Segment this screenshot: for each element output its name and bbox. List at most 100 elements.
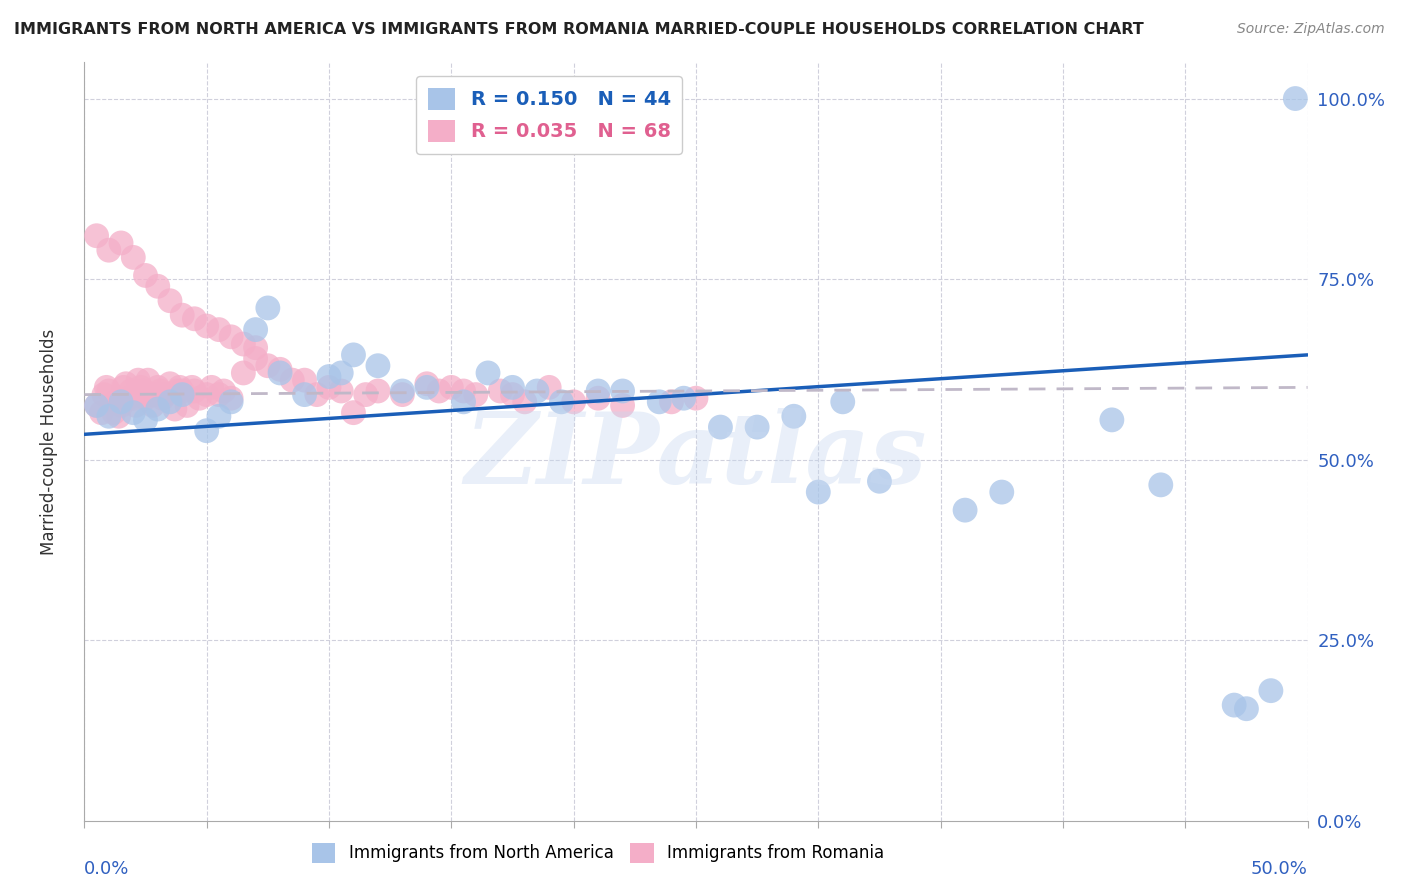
Point	[183, 384, 205, 398]
Point	[661, 394, 683, 409]
Point	[208, 387, 231, 401]
Point	[1223, 698, 1246, 712]
Point	[219, 330, 242, 344]
Point	[139, 387, 162, 401]
Point	[195, 387, 218, 401]
Point	[122, 251, 145, 265]
Point	[200, 380, 222, 394]
Point	[342, 348, 364, 362]
Point	[219, 391, 242, 405]
Point	[342, 406, 364, 420]
Point	[115, 376, 138, 391]
Point	[125, 399, 148, 413]
Point	[97, 243, 120, 257]
Point	[136, 373, 159, 387]
Point	[453, 384, 475, 398]
Point	[318, 380, 340, 394]
Point	[330, 384, 353, 398]
Point	[416, 380, 439, 394]
Point	[110, 399, 132, 413]
Point	[318, 369, 340, 384]
Point	[257, 301, 280, 315]
Point	[1101, 413, 1123, 427]
Point	[709, 420, 731, 434]
Text: IMMIGRANTS FROM NORTH AMERICA VS IMMIGRANTS FROM ROMANIA MARRIED-COUPLE HOUSEHOL: IMMIGRANTS FROM NORTH AMERICA VS IMMIGRA…	[14, 22, 1144, 37]
Point	[129, 380, 152, 394]
Point	[159, 376, 181, 391]
Point	[453, 394, 475, 409]
Point	[122, 391, 145, 405]
Point	[427, 384, 450, 398]
Point	[330, 366, 353, 380]
Point	[127, 373, 149, 387]
Point	[110, 235, 132, 250]
Point	[181, 380, 204, 394]
Point	[146, 380, 169, 394]
Point	[90, 406, 112, 420]
Point	[245, 351, 267, 366]
Point	[135, 268, 157, 283]
Point	[269, 362, 291, 376]
Text: 0.0%: 0.0%	[84, 860, 129, 878]
Point	[117, 391, 139, 405]
Point	[672, 391, 695, 405]
Point	[86, 228, 108, 243]
Point	[172, 384, 194, 398]
Y-axis label: Married-couple Households: Married-couple Households	[39, 328, 58, 555]
Point	[143, 387, 166, 401]
Point	[232, 366, 254, 380]
Point	[648, 394, 671, 409]
Point	[245, 323, 267, 337]
Point	[212, 384, 235, 398]
Point	[783, 409, 806, 424]
Point	[195, 424, 218, 438]
Point	[120, 384, 142, 398]
Text: 50.0%: 50.0%	[1251, 860, 1308, 878]
Point	[219, 394, 242, 409]
Point	[135, 413, 157, 427]
Point	[391, 384, 413, 398]
Point	[562, 394, 585, 409]
Point	[294, 387, 316, 401]
Text: ZIPatlas: ZIPatlas	[465, 409, 927, 505]
Point	[747, 420, 769, 434]
Legend: Immigrants from North America, Immigrants from Romania: Immigrants from North America, Immigrant…	[305, 837, 891, 869]
Point	[281, 373, 304, 387]
Point	[159, 293, 181, 308]
Point	[96, 380, 118, 394]
Point	[149, 384, 172, 398]
Point	[367, 359, 389, 373]
Point	[440, 380, 463, 394]
Point	[86, 399, 108, 413]
Point	[159, 394, 181, 409]
Point	[550, 394, 572, 409]
Point	[612, 399, 634, 413]
Point	[1260, 683, 1282, 698]
Point	[416, 376, 439, 391]
Point	[146, 279, 169, 293]
Point	[152, 391, 174, 405]
Point	[612, 384, 634, 398]
Point	[107, 409, 129, 424]
Point	[257, 359, 280, 373]
Point	[232, 337, 254, 351]
Point	[245, 341, 267, 355]
Point	[1236, 702, 1258, 716]
Point	[1150, 478, 1173, 492]
Point	[269, 366, 291, 380]
Point	[586, 391, 609, 405]
Point	[169, 380, 191, 394]
Point	[526, 384, 548, 398]
Point	[305, 387, 328, 401]
Point	[86, 399, 108, 413]
Point	[97, 384, 120, 398]
Point	[172, 308, 194, 322]
Point	[112, 380, 135, 394]
Point	[807, 485, 830, 500]
Point	[110, 394, 132, 409]
Point	[685, 391, 707, 405]
Point	[142, 399, 165, 413]
Point	[122, 406, 145, 420]
Point	[586, 384, 609, 398]
Point	[831, 394, 853, 409]
